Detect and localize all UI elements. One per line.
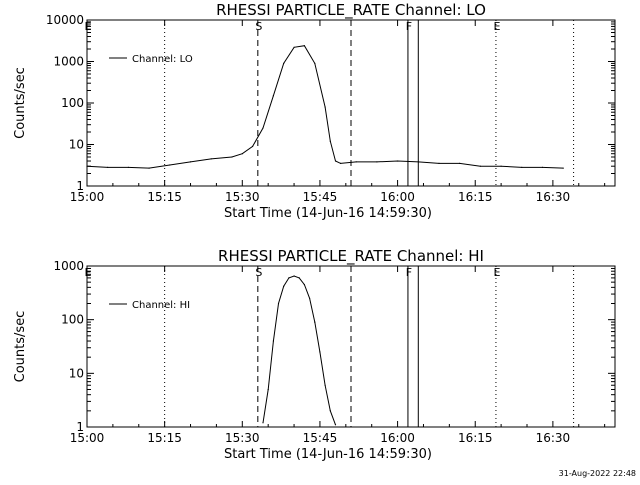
panel1-ytick-label: 1000: [53, 55, 84, 69]
panel2-xtick-label: 16:30: [536, 431, 571, 445]
panel2-data-point: [324, 384, 326, 386]
panel1-data-point: [283, 62, 285, 64]
panel1-event-marker-label: S: [255, 20, 262, 33]
panel2-data-point: [267, 388, 269, 391]
panel1-data-point: [169, 164, 171, 166]
panel2-xtick-label: 15:45: [303, 431, 338, 445]
panel1-xtick-label: 15:00: [70, 190, 105, 204]
panel1-ytick-label: 10: [69, 138, 84, 152]
panel2-ytick-label: 1: [76, 420, 84, 434]
panel1-xtick-label: 16:30: [536, 190, 571, 204]
panel2-xtick-label: 16:15: [458, 431, 493, 445]
panel2-data-point: [283, 285, 285, 287]
panel1-data-point: [86, 165, 88, 167]
panel1-data-point: [541, 166, 544, 168]
panel2-event-marker-label: F: [406, 266, 412, 279]
panel1-data-point: [262, 127, 264, 129]
panel1-event-marker-label: F: [406, 20, 412, 33]
panel1-ytick-label: 100: [61, 96, 84, 110]
panel2-ytick-label: 10: [69, 366, 84, 380]
panel1-data-point: [355, 161, 357, 163]
panel1-data-point: [231, 156, 233, 158]
panel1-xtick-label: 16:00: [380, 190, 415, 204]
panel1-data-point: [293, 46, 295, 48]
panel2-data-point: [319, 351, 321, 353]
panel1-data-point: [562, 167, 564, 169]
panel2-xlabel: Start Time (14-Jun-16 14:59:30): [224, 447, 432, 462]
panel1-data-point: [479, 165, 481, 167]
panel1-event-marker-label: E: [85, 20, 92, 33]
panel1-data-point: [376, 161, 378, 163]
panel1-data-point: [329, 140, 331, 142]
panel1-data-point: [500, 165, 502, 167]
panel2-xtick-label: 16:00: [380, 431, 415, 445]
panel1-data-point: [459, 162, 461, 164]
panel2-event-marker-label: S: [255, 266, 262, 279]
footer-timestamp: 31-Aug-2022 22:48: [559, 469, 636, 478]
panel1-data-point: [148, 167, 150, 169]
panel1-data-point: [314, 62, 316, 64]
panel2-title: RHESSI PARTICLE_RATE Channel: HI: [218, 247, 484, 266]
panel1-data-point: [334, 160, 337, 162]
panel1-data-point: [340, 162, 342, 164]
panel1-xtick-label: 15:15: [147, 190, 182, 204]
panel1-ytick-label: 1: [76, 179, 84, 193]
panel2-data-point: [262, 422, 264, 424]
panel2-data-point: [298, 277, 300, 279]
panel1-xtick-label: 15:30: [225, 190, 260, 204]
panel1-data-point: [521, 166, 523, 168]
panel1-data-point: [272, 95, 274, 97]
panel1-data-point: [127, 166, 129, 168]
panel2-data-point: [334, 424, 337, 426]
panel1-data-point: [210, 158, 212, 160]
panel2-data-point: [272, 340, 274, 342]
panel1-data-point: [107, 166, 109, 168]
panel2-ytick-label: 100: [61, 313, 84, 327]
panel2-legend-label: Channel: HI: [132, 300, 190, 311]
panel2-data-point: [314, 321, 316, 323]
panel1-title: RHESSI PARTICLE_RATE Channel: LO: [216, 1, 486, 20]
panel2-data-point: [309, 297, 311, 299]
panel2-data-point: [293, 275, 295, 277]
panel2-event-marker-label: E: [493, 266, 500, 279]
panel2-xtick-label: 15:30: [225, 431, 260, 445]
panel1-event-marker-label: E: [493, 20, 500, 33]
panel2-data-point: [329, 410, 331, 412]
panel1-data-point: [189, 161, 192, 163]
panel1-data-point: [252, 145, 254, 147]
panel1-legend-label: Channel: LO: [132, 54, 193, 65]
panel2-xtick-label: 15:15: [147, 431, 182, 445]
panel2-series-line: [262, 275, 336, 425]
panel1-xtick-label: 16:15: [458, 190, 493, 204]
panel2-data-point: [277, 302, 280, 305]
panel1-data-point: [417, 161, 419, 163]
panel1-ylabel: Counts/sec: [13, 67, 28, 139]
panel1-xlabel: Start Time (14-Jun-16 14:59:30): [224, 206, 432, 221]
panel2-event-marker-label: E: [85, 266, 92, 279]
panel1-data-point: [303, 45, 305, 47]
panel2-data-point: [288, 277, 290, 279]
panel2-ytick-label: 1000: [53, 259, 84, 273]
panel1-xtick-label: 15:45: [303, 190, 338, 204]
panel2-ylabel: Counts/sec: [13, 311, 28, 383]
panel1-ytick-label: 10000: [46, 13, 84, 27]
panel1-data-point: [438, 162, 440, 164]
panel1-data-point: [241, 153, 243, 155]
panel2-xtick-label: 15:00: [70, 431, 105, 445]
panel1-data-point: [397, 160, 399, 162]
panel2-data-point: [303, 284, 305, 286]
panel1-data-point: [324, 106, 326, 108]
